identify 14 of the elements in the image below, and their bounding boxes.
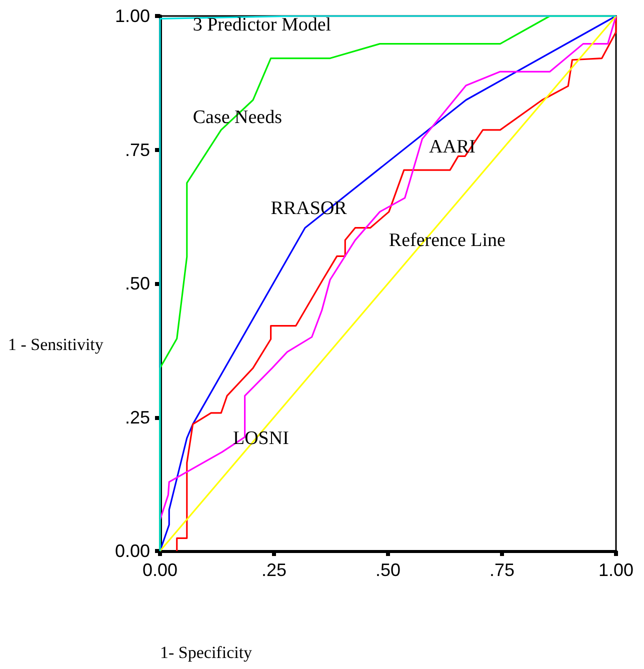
y-tick-label: .75 <box>124 140 150 160</box>
y-tick-label: 0.00 <box>114 541 150 561</box>
x-axis-title: 1- Specificity <box>160 643 253 662</box>
series-label: 3 Predictor Model <box>192 14 332 36</box>
x-tick-label: .75 <box>489 560 515 580</box>
x-tick-label: 0.00 <box>142 560 178 580</box>
y-tick-label: .25 <box>124 407 150 428</box>
x-tick-label: .25 <box>261 560 287 580</box>
series-label: Case Needs <box>192 107 282 128</box>
y-tick-label: 1.00 <box>114 6 150 26</box>
y-tick-label: .50 <box>124 274 150 294</box>
x-tick-label: 1.00 <box>598 560 634 580</box>
y-axis-title: 1 - Sensitivity <box>8 335 104 354</box>
x-tick-label: .50 <box>375 560 401 580</box>
